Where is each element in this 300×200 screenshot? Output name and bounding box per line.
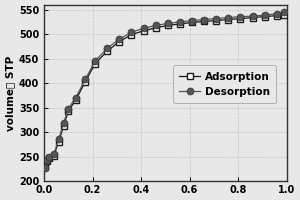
Adsorption bbox=[282, 13, 286, 16]
Adsorption bbox=[93, 62, 97, 65]
Adsorption bbox=[275, 14, 279, 17]
Adsorption bbox=[45, 160, 48, 163]
Adsorption bbox=[130, 34, 133, 36]
Desorption bbox=[154, 24, 158, 27]
Desorption bbox=[178, 21, 182, 23]
Adsorption bbox=[105, 50, 109, 53]
Adsorption bbox=[226, 18, 230, 21]
Desorption bbox=[45, 159, 48, 162]
Desorption bbox=[202, 18, 206, 21]
Adsorption bbox=[239, 17, 242, 20]
Desorption bbox=[83, 78, 87, 80]
Desorption bbox=[130, 31, 133, 33]
Desorption bbox=[57, 138, 61, 141]
Desorption bbox=[142, 27, 145, 30]
Adsorption bbox=[44, 166, 47, 168]
Line: Adsorption: Adsorption bbox=[42, 12, 287, 170]
Adsorption bbox=[74, 99, 77, 101]
Adsorption bbox=[214, 19, 218, 22]
Legend: Adsorption, Desorption: Adsorption, Desorption bbox=[173, 65, 277, 103]
Desorption bbox=[226, 16, 230, 19]
Desorption bbox=[67, 107, 70, 110]
Desorption bbox=[52, 153, 56, 155]
Adsorption bbox=[83, 80, 87, 83]
Adsorption bbox=[178, 23, 182, 25]
Desorption bbox=[251, 15, 254, 17]
Desorption bbox=[47, 155, 51, 158]
Desorption bbox=[282, 11, 286, 13]
Adsorption bbox=[154, 27, 158, 29]
Desorption bbox=[44, 167, 47, 169]
Adsorption bbox=[142, 30, 145, 32]
Adsorption bbox=[166, 24, 169, 27]
Adsorption bbox=[190, 21, 194, 24]
Desorption bbox=[166, 22, 169, 25]
Desorption bbox=[275, 12, 279, 15]
Y-axis label: volume， STP: volume， STP bbox=[5, 55, 15, 131]
Desorption bbox=[62, 122, 65, 124]
Adsorption bbox=[118, 40, 121, 43]
Desorption bbox=[105, 47, 109, 50]
Adsorption bbox=[52, 154, 56, 157]
Desorption bbox=[214, 17, 218, 20]
Desorption bbox=[118, 38, 121, 40]
Adsorption bbox=[67, 110, 70, 112]
Adsorption bbox=[202, 20, 206, 23]
Desorption bbox=[93, 60, 97, 62]
Desorption bbox=[74, 97, 77, 99]
Desorption bbox=[263, 14, 266, 16]
Adsorption bbox=[251, 16, 254, 19]
Desorption bbox=[190, 19, 194, 22]
Adsorption bbox=[263, 15, 266, 18]
Adsorption bbox=[62, 125, 65, 127]
Desorption bbox=[239, 15, 242, 18]
Adsorption bbox=[47, 157, 51, 159]
Adsorption bbox=[57, 141, 61, 143]
Line: Desorption: Desorption bbox=[42, 9, 288, 171]
